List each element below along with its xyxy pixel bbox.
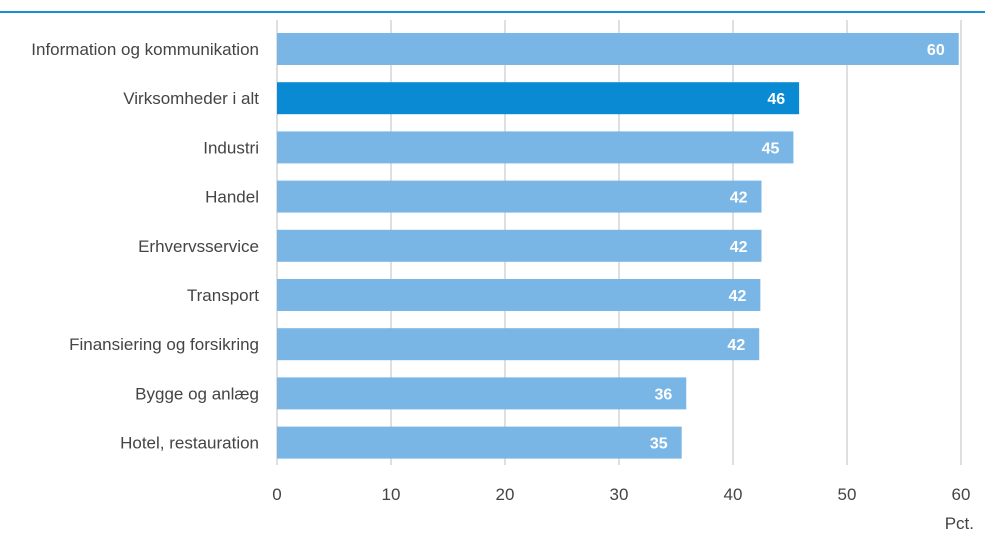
bar-value-label: 46 (767, 91, 785, 108)
category-label: Finansiering og forsikring (69, 335, 259, 354)
category-label: Erhvervsservice (138, 237, 259, 256)
x-unit-label: Pct. (945, 514, 974, 533)
bar (277, 229, 762, 262)
bar-value-label: 42 (730, 190, 748, 207)
bar (277, 377, 687, 410)
bars: 60 46 45 42 42 42 42 36 35 (277, 33, 959, 459)
bar (277, 180, 762, 213)
top-rule (0, 11, 985, 13)
x-tick-label: 30 (610, 485, 629, 504)
category-label: Transport (187, 286, 259, 305)
bar-value-label: 45 (762, 140, 780, 157)
category-label: Handel (205, 188, 259, 207)
category-label: Industri (203, 138, 259, 157)
x-tick-label: 10 (382, 485, 401, 504)
category-label: Hotel, restauration (120, 434, 259, 453)
x-tick-label: 50 (838, 485, 857, 504)
category-label: Virksomheder i alt (123, 89, 259, 108)
x-tick-label: 20 (496, 485, 515, 504)
bar (277, 426, 682, 459)
x-tick-label: 60 (952, 485, 971, 504)
bar (277, 33, 959, 65)
bar (277, 131, 794, 164)
x-tick-label: 0 (272, 485, 281, 504)
bar-value-label: 60 (927, 42, 945, 59)
bar-value-label: 42 (727, 337, 745, 354)
category-label: Information og kommunikation (31, 40, 259, 59)
category-label: Bygge og anlæg (135, 384, 259, 403)
category-labels: Information og kommunikation Virksomheder… (31, 40, 259, 453)
bar (277, 279, 761, 311)
bar (277, 328, 760, 361)
bar-value-label: 36 (654, 386, 672, 403)
x-tick-label: 40 (724, 485, 743, 504)
bar-value-label: 42 (729, 288, 747, 305)
x-tick-labels: 0 10 20 30 40 50 60 (272, 485, 970, 504)
bar-value-label: 42 (730, 239, 748, 256)
bar-value-label: 35 (650, 436, 668, 453)
bar (277, 82, 800, 115)
